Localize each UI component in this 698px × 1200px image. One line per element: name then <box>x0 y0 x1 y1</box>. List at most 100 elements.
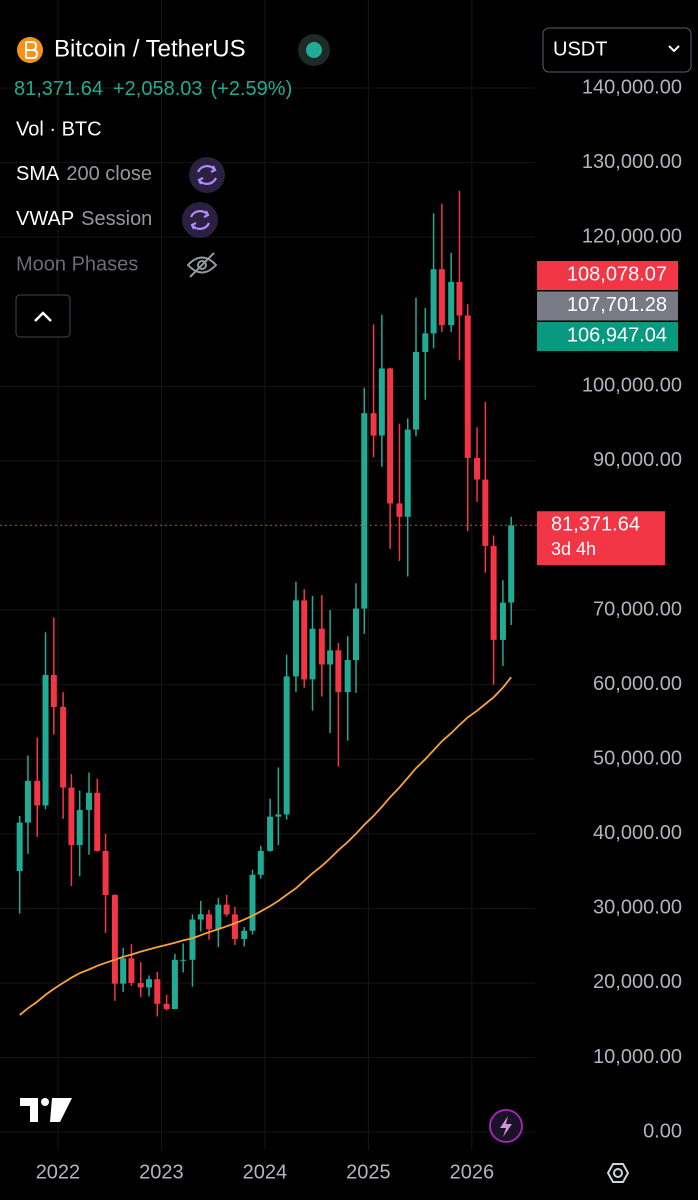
y-tick-label: 0.00 <box>643 1120 682 1142</box>
candle-body <box>361 413 368 609</box>
sma-indicator[interactable]: SMA 200 close <box>16 163 152 185</box>
candle-body <box>387 368 394 504</box>
x-tick-label: 2022 <box>36 1161 81 1183</box>
candle-body <box>60 707 67 788</box>
symbol-title: Bitcoin / TetherUS <box>54 35 246 62</box>
market-status-dot <box>306 42 322 58</box>
candle-body <box>370 413 377 436</box>
candle-body <box>94 792 101 851</box>
candle-body <box>180 959 187 961</box>
candle-body <box>422 333 429 353</box>
candle-body <box>154 979 161 1004</box>
price-tag-label: 108,078.07 <box>567 263 667 285</box>
collapse-button[interactable] <box>15 294 71 338</box>
y-tick-label: 140,000.00 <box>582 76 682 98</box>
vwap-loading-icon <box>182 202 218 238</box>
sma-line <box>19 676 512 1016</box>
candle-body <box>42 674 49 806</box>
candle-body <box>344 660 351 693</box>
candle-body <box>146 979 153 988</box>
candle-body <box>464 315 471 458</box>
candle-body <box>275 814 282 817</box>
candle-body <box>318 628 325 665</box>
vol-indicator[interactable]: Vol · BTC <box>16 118 102 140</box>
candle-body <box>163 1003 170 1010</box>
candle-body <box>482 479 489 546</box>
candle-body <box>490 545 497 640</box>
candle-body <box>327 650 334 665</box>
sma-name: SMA <box>16 163 60 185</box>
price-line: 81,371.64 +2,058.03 (+2.59%) <box>14 78 292 100</box>
y-tick-label: 120,000.00 <box>582 225 682 247</box>
plot-area: 0.00 10,000.00 20,000.00 30,000.00 40,000.00… <box>0 0 682 1183</box>
x-tick-label: 2025 <box>346 1161 391 1183</box>
x-tick-label: 2023 <box>139 1161 184 1183</box>
lightning-button[interactable] <box>489 1109 523 1143</box>
vwap-name: VWAP <box>16 208 74 230</box>
y-tick-label: 20,000.00 <box>593 971 682 993</box>
sma-loading-icon <box>189 157 225 193</box>
candle-body <box>16 822 23 872</box>
candle-body <box>508 525 515 603</box>
candle-body <box>301 600 308 680</box>
candle-body <box>68 787 75 845</box>
candle-body <box>309 628 316 680</box>
overlay: Bitcoin / TetherUS 81,371.64 +2,058.03 (+2… <box>14 27 692 1183</box>
price-tag <box>537 261 678 290</box>
candle-body <box>128 958 135 983</box>
candle-body <box>499 602 506 640</box>
candle-body <box>430 269 437 334</box>
candle-body <box>120 958 127 984</box>
moon-indicator[interactable]: Moon Phases <box>16 253 138 275</box>
currency-dropdown[interactable]: USDT <box>542 27 692 73</box>
candle-body <box>404 429 411 517</box>
candle-body <box>241 930 248 939</box>
price: 81,371.64 <box>14 78 103 100</box>
candle-body <box>215 904 222 930</box>
y-tick-label: 30,000.00 <box>593 897 682 919</box>
candle-body <box>249 874 256 931</box>
candle-body <box>474 457 481 480</box>
last-price-label: 81,371.64 <box>551 514 640 536</box>
candle-body <box>111 894 118 984</box>
y-tick-label: 60,000.00 <box>593 673 682 695</box>
candle-body <box>292 600 299 677</box>
candle-body <box>412 352 419 430</box>
candle-body <box>378 368 385 436</box>
candle-body <box>24 780 31 823</box>
coin-glyph <box>25 41 39 59</box>
change-pct: (+2.59%) <box>211 78 293 100</box>
price-tag-label: 106,947.04 <box>567 324 667 346</box>
settings-button[interactable] <box>606 1163 630 1183</box>
candle-body <box>456 281 463 316</box>
y-tick-label: 40,000.00 <box>593 822 682 844</box>
vwap-args: Session <box>81 208 152 230</box>
candle-body <box>197 914 204 920</box>
candle-body <box>352 608 359 661</box>
price-tag <box>537 291 678 321</box>
candle-body <box>189 919 196 960</box>
sma-args: 200 close <box>66 163 152 185</box>
y-tick-label: 50,000.00 <box>593 747 682 769</box>
candle-body <box>438 269 445 326</box>
price-tag-label: 107,701.28 <box>567 294 667 316</box>
candle-body <box>137 982 144 988</box>
hidden-eye-icon[interactable] <box>186 252 218 278</box>
vwap-indicator[interactable]: VWAP Session <box>16 208 152 230</box>
candle-body <box>50 674 57 708</box>
x-tick-label: 2024 <box>243 1161 288 1183</box>
candle-body <box>102 850 109 895</box>
x-tick-label: 2026 <box>450 1161 495 1183</box>
y-tick-label: 100,000.00 <box>582 375 682 397</box>
candle-body <box>76 809 83 845</box>
candle-body <box>34 780 41 806</box>
candle-body <box>223 904 230 915</box>
y-tick-label: 130,000.00 <box>582 151 682 173</box>
y-tick-label: 70,000.00 <box>593 598 682 620</box>
change: +2,058.03 <box>113 78 203 100</box>
candle-body <box>267 816 274 851</box>
tv-logo <box>20 1098 72 1122</box>
